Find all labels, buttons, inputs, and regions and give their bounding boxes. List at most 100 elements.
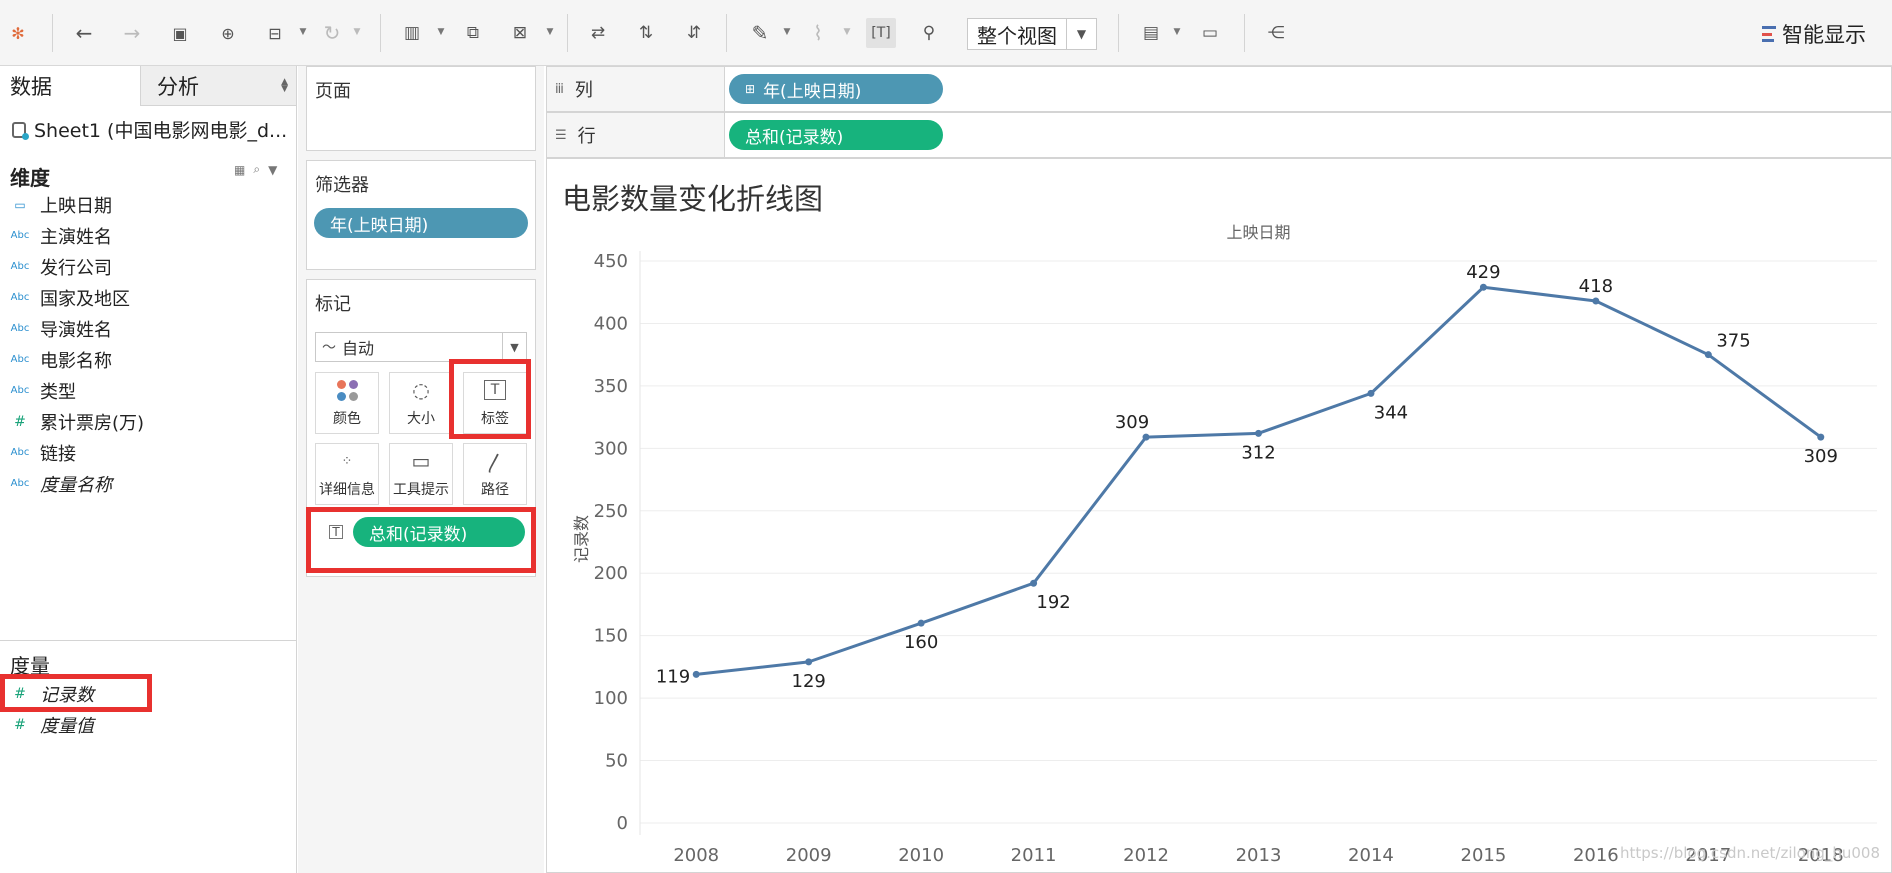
x-tick-label: 2014 — [1348, 845, 1394, 866]
y-tick-label: 450 — [594, 251, 628, 272]
detail-button[interactable]: ⁘ 详细信息 — [315, 443, 379, 505]
chevron-down-icon[interactable]: ▼ — [783, 27, 791, 37]
share-icon[interactable]: ⋲ — [1267, 23, 1285, 43]
highlight-icon[interactable]: ✎ — [751, 21, 769, 45]
filter-pill[interactable]: 年(上映日期) — [314, 208, 528, 238]
dimension-field[interactable]: Abc 发行公司 — [0, 251, 296, 282]
toolbar-separator — [52, 14, 53, 52]
redo-icon[interactable]: → — [123, 21, 141, 45]
dimension-field-name: 链接 — [40, 443, 76, 465]
dimension-field-name: 电影名称 — [40, 350, 112, 372]
dimension-field[interactable]: ▭ 上映日期 — [0, 189, 296, 220]
data-point — [1817, 433, 1825, 441]
dimensions-header: 维度 — [10, 166, 50, 190]
data-label: 312 — [1241, 442, 1275, 463]
dimension-field[interactable]: Abc 国家及地区 — [0, 282, 296, 313]
pages-card-title: 页面 — [315, 81, 351, 102]
filters-card[interactable]: 筛选器 年(上映日期) — [306, 160, 536, 270]
swap-rows-columns-icon[interactable]: ⇄ — [590, 23, 606, 43]
data-point — [1592, 297, 1600, 305]
path-label: 路径 — [481, 482, 509, 498]
undo-icon[interactable]: ← — [75, 21, 93, 45]
chevron-down-icon[interactable]: ▼ — [299, 27, 307, 37]
data-point — [917, 619, 925, 627]
measure-field[interactable]: # 度量值 — [0, 709, 296, 740]
date-field-icon: ▭ — [14, 197, 26, 212]
chevron-down-icon[interactable]: ▼ — [1173, 27, 1181, 37]
dimension-field[interactable]: # 累计票房(万) — [0, 406, 296, 437]
tab-analytics[interactable]: 分析 ▲ ▼ — [140, 66, 296, 106]
save-icon[interactable]: ▣ — [172, 23, 188, 43]
tableau-logo-icon[interactable]: ✻ — [11, 23, 25, 43]
grid-icon[interactable]: ▦ — [234, 162, 246, 177]
datasource-icon — [12, 121, 29, 140]
fix-axes-pin-icon[interactable]: ⚲ — [922, 23, 936, 43]
duplicate-sheet-icon[interactable]: ⧉ — [466, 23, 480, 43]
updown-icon: ▲ ▼ — [281, 77, 288, 94]
dimension-field[interactable]: Abc 主演姓名 — [0, 220, 296, 251]
datasource-item[interactable]: Sheet1 (中国电影网电影_d... — [12, 116, 287, 143]
x-tick-label: 2013 — [1236, 845, 1282, 866]
chevron-down-icon[interactable]: ▼ — [843, 27, 851, 37]
show-mark-labels-icon[interactable]: [T] — [866, 18, 896, 48]
x-tick-label: 2011 — [1011, 845, 1057, 866]
search-icon[interactable]: ⌕ — [253, 162, 261, 176]
x-tick-label: 2018 — [1798, 845, 1844, 866]
pages-card[interactable]: 页面 — [306, 66, 536, 151]
mark-type-select[interactable]: 〜 自动 ▼ — [315, 332, 527, 362]
label-button[interactable]: T 标签 — [463, 372, 527, 434]
data-label: 344 — [1374, 402, 1408, 423]
fit-view-select[interactable]: 整个视图 ▼ — [967, 18, 1097, 50]
toolbar-separator — [567, 14, 568, 52]
dimension-field-name: 累计票房(万) — [40, 412, 145, 434]
group-members-icon[interactable]: ⌇ — [813, 21, 823, 45]
tooltip-button[interactable]: ▭ 工具提示 — [389, 443, 453, 505]
string-field-icon: Abc — [10, 261, 30, 272]
label-field-pill[interactable]: 总和(记录数) — [353, 517, 525, 547]
tab-data[interactable]: 数据 — [0, 66, 140, 106]
sort-ascending-icon[interactable]: ⇅ — [638, 23, 654, 43]
tab-analytics-label: 分析 — [157, 74, 199, 99]
chevron-down-icon[interactable]: ▼ — [268, 162, 278, 177]
new-datasource-icon[interactable]: ⊕ — [221, 23, 235, 43]
new-worksheet-icon[interactable]: ▥ — [403, 23, 421, 43]
x-axis-title: 上映日期 — [1226, 223, 1290, 242]
color-icon — [336, 376, 358, 404]
color-button[interactable]: 颜色 — [315, 372, 379, 434]
columns-shelf[interactable]: iii 列 ⊞ 年(上映日期) — [546, 66, 1892, 112]
label-field-icon: T — [329, 525, 343, 539]
measure-list: # 记录数 # 度量值 — [0, 678, 296, 740]
dimension-field[interactable]: Abc 度量名称 — [0, 468, 296, 499]
dimension-field[interactable]: Abc 类型 — [0, 375, 296, 406]
sort-descending-icon[interactable]: ⇵ — [686, 23, 702, 43]
x-tick-label: 2009 — [786, 845, 832, 866]
size-button[interactable]: ◌ 大小 — [389, 372, 453, 434]
show-me-button[interactable]: 智能显示 — [1762, 18, 1866, 50]
presentation-mode-icon[interactable]: ▭ — [1201, 23, 1219, 43]
string-field-icon: Abc — [10, 292, 30, 303]
measure-field[interactable]: # 记录数 — [0, 678, 296, 709]
chevron-down-icon[interactable]: ▼ — [437, 27, 445, 37]
path-button[interactable]: 〳 路径 — [463, 443, 527, 505]
number-field-icon: # — [14, 716, 26, 733]
rows-pill[interactable]: 总和(记录数) — [729, 120, 943, 150]
rows-shelf[interactable]: ☰ 行 总和(记录数) — [546, 112, 1892, 158]
data-label: 160 — [904, 632, 938, 653]
dimension-field[interactable]: Abc 电影名称 — [0, 344, 296, 375]
data-label: 418 — [1579, 276, 1613, 297]
dimension-field[interactable]: Abc 链接 — [0, 437, 296, 468]
clear-sheet-icon[interactable]: ⊠ — [512, 23, 528, 43]
refresh-icon[interactable]: ↻ — [323, 21, 341, 45]
y-tick-label: 300 — [594, 438, 628, 459]
show-cards-icon[interactable]: ▤ — [1142, 23, 1160, 43]
columns-pill[interactable]: ⊞ 年(上映日期) — [729, 74, 943, 104]
chevron-down-icon[interactable]: ▼ — [546, 27, 554, 37]
sheet-title: 电影数量变化折线图 — [562, 182, 824, 216]
chevron-down-icon[interactable]: ▼ — [353, 27, 361, 37]
pause-updates-icon[interactable]: ⊟ — [268, 23, 282, 43]
detail-icon: ⁘ — [341, 453, 353, 469]
rows-shelf-label: ☰ 行 — [547, 113, 725, 157]
dimension-field[interactable]: Abc 导演姓名 — [0, 313, 296, 344]
